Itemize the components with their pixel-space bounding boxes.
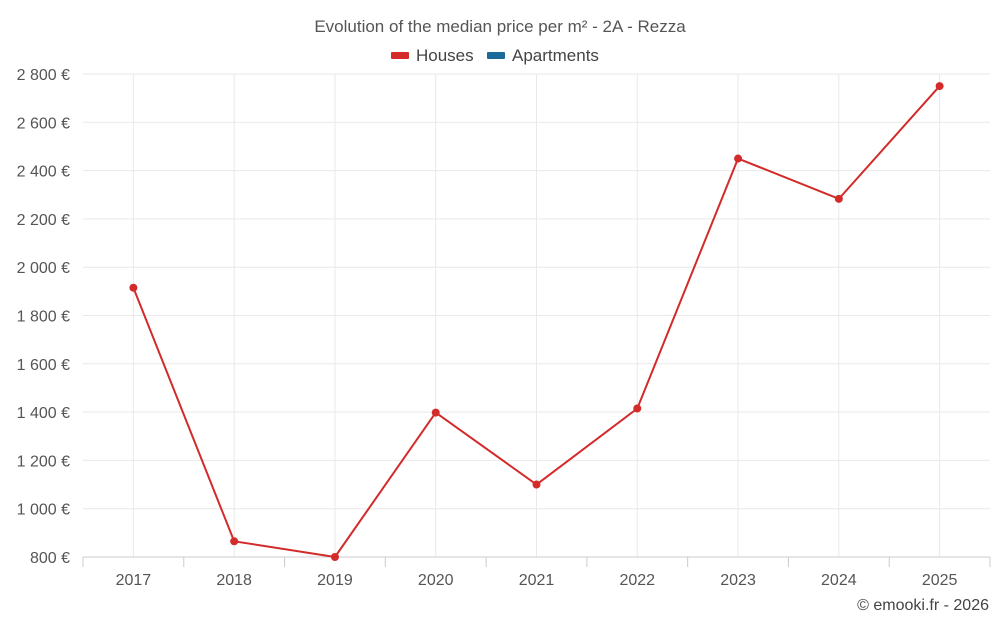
y-tick-label: 800 € — [30, 550, 70, 567]
x-tick-label: 2023 — [720, 572, 756, 589]
grid — [83, 73, 990, 557]
y-tick-label: 1 200 € — [17, 453, 70, 470]
legend-swatch-houses — [391, 52, 409, 59]
y-tick-label: 2 000 € — [17, 260, 70, 277]
data-point-houses-2022[interactable] — [633, 404, 642, 413]
y-tick-label: 1 800 € — [17, 309, 70, 326]
data-point-houses-2019[interactable] — [330, 553, 339, 561]
x-tick-label: 2025 — [922, 572, 958, 589]
y-tick-label: 1 000 € — [17, 502, 70, 519]
chart-title: Evolution of the median price per m² - 2… — [314, 17, 686, 36]
x-tick-label: 2017 — [116, 572, 152, 589]
legend: Houses Apartments — [391, 46, 599, 65]
y-tick-label: 2 400 € — [17, 164, 70, 181]
y-axis: 800 € 1 000 € 1 200 € 1 400 € 1 600 € 1 800 €… — [17, 67, 70, 567]
x-tick-label: 2021 — [519, 572, 555, 589]
x-tick-label: 2020 — [418, 572, 454, 589]
data-point-houses-2025[interactable] — [935, 82, 944, 91]
y-tick-label: 1 600 € — [17, 357, 70, 374]
y-tick-label: 2 800 € — [17, 67, 70, 84]
data-point-houses-2018[interactable] — [230, 537, 239, 546]
data-point-houses-2024[interactable] — [834, 194, 843, 203]
x-tick-label: 2024 — [821, 572, 857, 589]
legend-label-apartments: Apartments — [512, 46, 599, 65]
legend-swatch-apartments — [487, 52, 505, 59]
legend-label-houses: Houses — [416, 46, 474, 65]
y-tick-label: 2 200 € — [17, 212, 70, 229]
x-tick-label: 2022 — [619, 572, 655, 589]
data-point-houses-2017[interactable] — [129, 283, 138, 292]
y-tick-label: 1 400 € — [17, 405, 70, 422]
legend-item-houses[interactable]: Houses — [391, 46, 474, 65]
x-tick-label: 2018 — [216, 572, 252, 589]
credit-text: © emooki.fr - 2026 — [857, 597, 989, 614]
legend-item-apartments[interactable]: Apartments — [487, 46, 599, 65]
data-point-houses-2023[interactable] — [734, 154, 743, 163]
y-tick-label: 2 600 € — [17, 115, 70, 132]
series-group — [129, 82, 944, 561]
x-axis: 2017 2018 2019 2020 2021 2022 2023 2024 2025 — [82, 556, 991, 589]
data-point-houses-2021[interactable] — [532, 480, 541, 489]
x-tick-label: 2019 — [317, 572, 353, 589]
data-point-houses-2020[interactable] — [431, 408, 440, 417]
